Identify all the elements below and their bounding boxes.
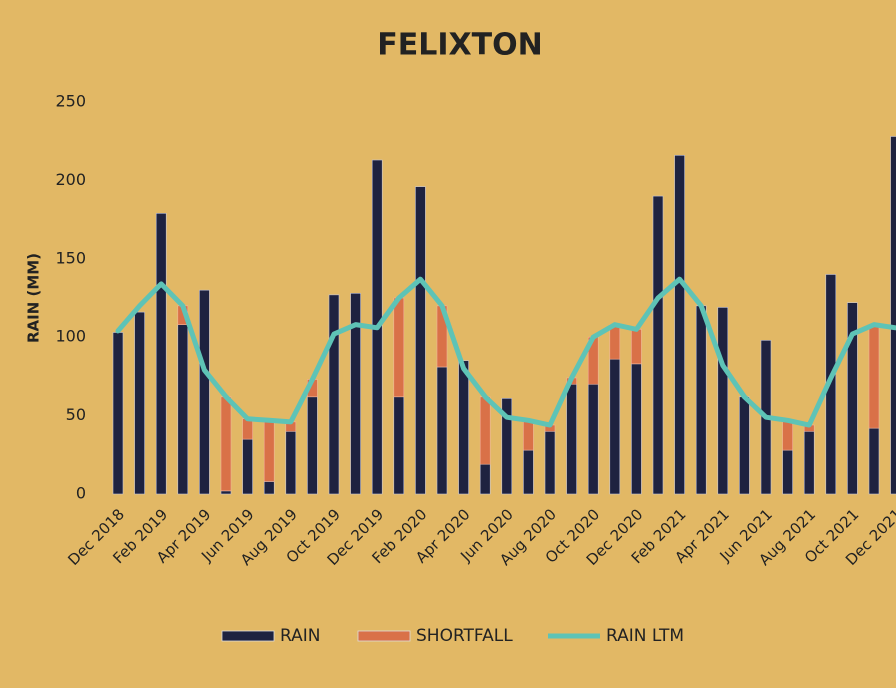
legend-label: RAIN LTM: [606, 626, 684, 646]
bar-segment: [112, 332, 124, 495]
y-tick-label: 200: [55, 170, 86, 189]
bar-segment: [328, 294, 340, 495]
bar-segment: [868, 427, 880, 495]
y-tick-label: 50: [66, 405, 86, 424]
bar-segment: [155, 213, 167, 495]
bar-segment: [350, 292, 361, 495]
bar-segment: [609, 358, 621, 495]
bar-segment: [717, 307, 729, 495]
y-tick-label: 100: [55, 327, 86, 346]
bar-segment: [739, 396, 750, 495]
bar-segment: [220, 490, 232, 495]
bar-segment: [674, 155, 685, 495]
bar-segment: [847, 302, 858, 495]
legend-swatch: [221, 630, 275, 642]
bar-segment: [631, 363, 642, 495]
bar-segment: [566, 383, 577, 495]
bar-segment: [523, 449, 534, 495]
y-axis-label: RAIN (MM): [25, 253, 43, 343]
bar-segment: [436, 366, 448, 495]
bar-segment: [263, 420, 275, 482]
bar-segment: [479, 463, 491, 495]
bar-segment: [890, 136, 896, 495]
bar-segment: [307, 396, 318, 495]
bar-segment: [652, 195, 664, 495]
bar-segment: [501, 398, 513, 495]
ltm-line: [115, 276, 896, 428]
bar-segment: [803, 430, 815, 495]
chart-title: FELIXTON: [377, 28, 542, 63]
bar-segment: [782, 420, 793, 451]
legend-swatch: [357, 630, 411, 642]
bar-segment: [544, 430, 556, 495]
bar-segment: [263, 481, 275, 495]
bar-segment: [242, 418, 253, 440]
bar-segment: [393, 396, 405, 495]
bar-segment: [609, 324, 621, 360]
bar-segment: [782, 449, 793, 495]
y-tick-label: 0: [76, 484, 86, 503]
bar-segment: [631, 329, 642, 365]
legend-label: RAIN: [280, 626, 320, 646]
y-tick-label: 150: [55, 248, 86, 267]
bar-segment: [285, 430, 297, 495]
bar-segment: [393, 297, 405, 398]
bar-segment: [479, 396, 491, 465]
legend-label: SHORTFALL: [416, 626, 513, 646]
bar-segment: [868, 324, 880, 429]
bar-segment: [458, 360, 469, 495]
bar-segment: [134, 311, 145, 495]
bar-segment: [695, 305, 707, 495]
bar-segment: [587, 383, 599, 495]
bar-segment: [415, 186, 426, 495]
bar-segment: [177, 324, 189, 495]
bar-segment: [199, 289, 210, 495]
bar-segment: [220, 396, 232, 492]
bar-segment: [523, 420, 534, 451]
bar-segment: [242, 438, 253, 495]
y-tick-label: 250: [55, 92, 86, 111]
